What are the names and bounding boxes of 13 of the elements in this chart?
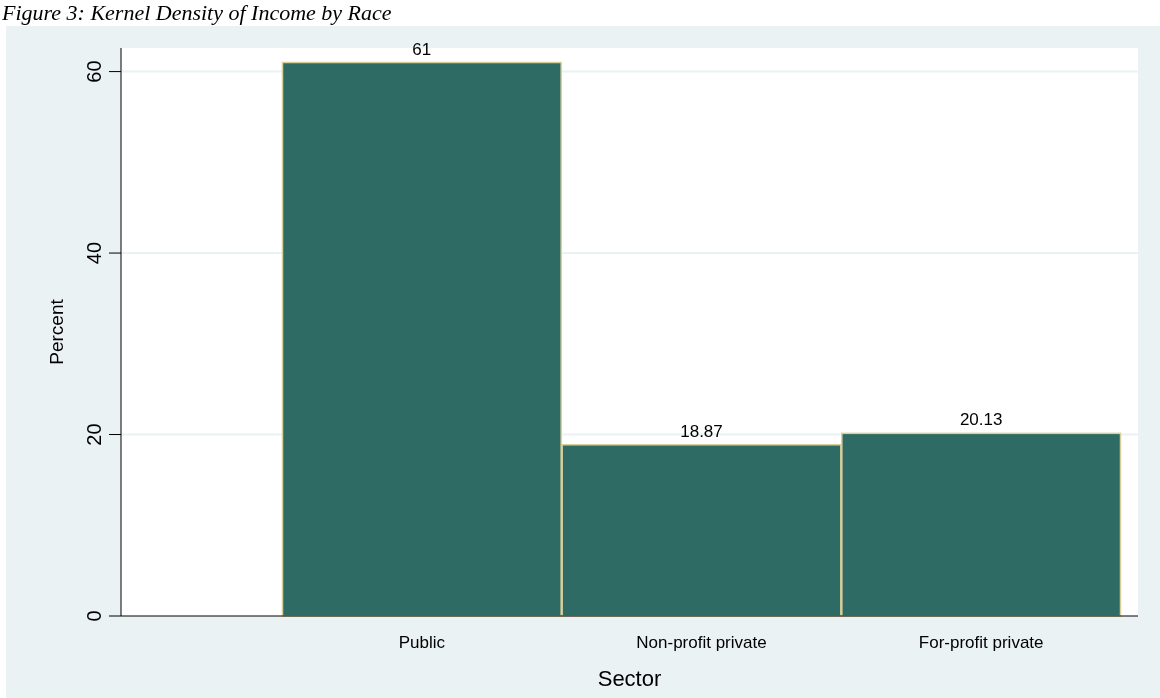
x-tick-label: Non-profit private bbox=[636, 633, 767, 652]
y-axis-title: Percent bbox=[46, 298, 67, 365]
y-tick-label: 60 bbox=[83, 60, 105, 83]
x-tick-label: For-profit private bbox=[918, 633, 1044, 652]
y-tick-label: 20 bbox=[83, 423, 105, 446]
y-tick-label: 0 bbox=[83, 610, 105, 622]
data-label: 18.87 bbox=[680, 421, 723, 441]
data-label: 61 bbox=[412, 39, 432, 59]
data-label: 20.13 bbox=[959, 410, 1003, 430]
x-axis-title: Sector bbox=[597, 666, 662, 691]
x-tick-label: Public bbox=[398, 633, 446, 652]
chart-title: Figure 3: Kernel Density of Income by Race bbox=[1, 0, 392, 25]
y-tick-label: 40 bbox=[83, 241, 105, 265]
